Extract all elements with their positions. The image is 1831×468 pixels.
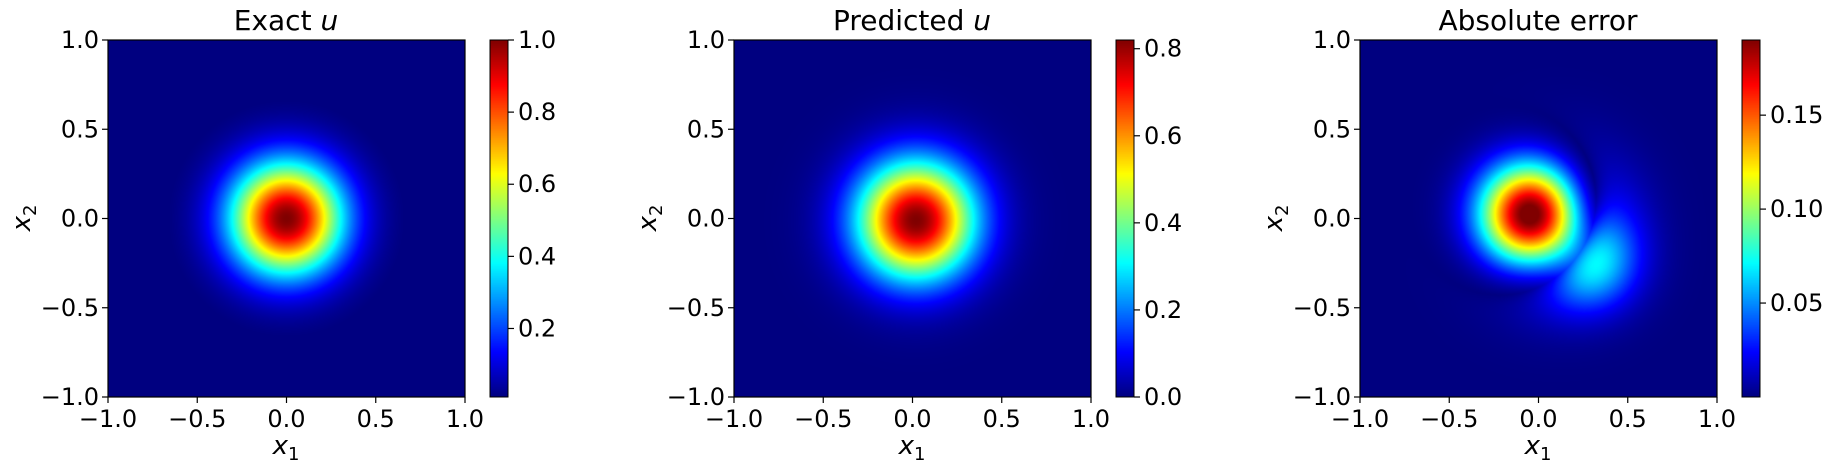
panel-predicted: Predicted u −1.0 −0.5 0.0 0.5 1.0 −1.0 −0.5 0.… <box>633 4 1182 465</box>
colorbar-tick-label: 0.6 <box>518 170 556 198</box>
colorbar-tick-label: 0.6 <box>1144 122 1182 150</box>
x-tick-label: 0.5 <box>357 405 395 433</box>
y-tick-label: 1.0 <box>687 26 725 54</box>
y-tick-label: 1.0 <box>1313 26 1351 54</box>
panel-absolute-error: Absolute error −1.0 −0.5 0.0 0.5 1.0 −1.0 −0.… <box>1259 4 1823 465</box>
y-tick-label: 0.5 <box>687 115 725 143</box>
panel-exact: Exact u −1.0 −0.5 0.0 0.5 1.0 −1.0 −0.5 0.0 0.5… <box>7 4 556 465</box>
colorbar-frame <box>1115 39 1135 398</box>
y-axis-ticks: −1.0 −0.5 0.0 0.5 1.0 <box>667 26 734 411</box>
y-axis-label: x2 <box>7 205 41 233</box>
x-axis-label: x1 <box>1524 431 1552 465</box>
x-tick-label: 0.0 <box>893 405 931 433</box>
heatmap <box>1360 40 1717 397</box>
x-tick-label: 0.5 <box>1609 405 1647 433</box>
x-axis-ticks: −1.0 −0.5 0.0 0.5 1.0 <box>1331 397 1736 433</box>
x-axis-ticks: −1.0 −0.5 0.0 0.5 1.0 <box>79 397 484 433</box>
colorbar-tick-label: 1.0 <box>518 26 556 54</box>
colorbar-tick-label: 0.8 <box>1144 35 1182 63</box>
y-axis-ticks: −1.0 −0.5 0.0 0.5 1.0 <box>41 26 108 411</box>
y-tick-label: 0.0 <box>1313 205 1351 233</box>
colorbar <box>1116 40 1134 397</box>
colorbar <box>1742 40 1760 397</box>
colorbar-tick-label: 0.4 <box>1144 209 1182 237</box>
x-tick-label: 0.0 <box>1519 405 1557 433</box>
colorbar-tick-label: 0.0 <box>1144 383 1182 411</box>
panel-title: Exact u <box>234 4 338 37</box>
x-tick-label: −0.5 <box>794 405 852 433</box>
x-tick-label: −0.5 <box>168 405 226 433</box>
colorbar-ticks: 0.05 0.10 0.15 <box>1760 101 1823 317</box>
colorbar-tick-label: 0.4 <box>518 242 556 270</box>
x-tick-label: 0.0 <box>267 405 305 433</box>
y-tick-label: −0.5 <box>1293 294 1351 322</box>
y-tick-label: 0.5 <box>1313 115 1351 143</box>
y-axis-label: x2 <box>633 205 667 233</box>
x-tick-label: −1.0 <box>1331 405 1389 433</box>
colorbar-tick-label: 0.2 <box>1144 296 1182 324</box>
colorbar-ticks: 0.0 0.2 0.4 0.6 0.8 <box>1134 35 1182 411</box>
y-tick-label: −0.5 <box>667 294 725 322</box>
x-tick-label: −1.0 <box>705 405 763 433</box>
colorbar-tick-label: 0.05 <box>1770 289 1823 317</box>
x-tick-label: 1.0 <box>1072 405 1110 433</box>
y-tick-label: −0.5 <box>41 294 99 322</box>
colorbar-tick-label: 0.2 <box>518 314 556 342</box>
colorbar <box>490 40 508 397</box>
x-axis-label: x1 <box>272 431 300 465</box>
panel-title: Predicted u <box>833 4 991 37</box>
heatmap <box>108 40 465 397</box>
x-tick-label: 1.0 <box>446 405 484 433</box>
x-axis-ticks: −1.0 −0.5 0.0 0.5 1.0 <box>705 397 1110 433</box>
y-axis-label: x2 <box>1259 205 1293 233</box>
colorbar-tick-label: 0.10 <box>1770 195 1823 223</box>
y-tick-label: 0.5 <box>61 115 99 143</box>
x-tick-label: −0.5 <box>1420 405 1478 433</box>
y-tick-label: 0.0 <box>61 205 99 233</box>
y-tick-label: −1.0 <box>1293 383 1351 411</box>
colorbar-tick-label: 0.8 <box>518 98 556 126</box>
y-tick-label: −1.0 <box>667 383 725 411</box>
colorbar-frame <box>489 39 509 398</box>
x-axis-label: x1 <box>898 431 926 465</box>
heatmap <box>734 40 1091 397</box>
colorbar-tick-label: 0.15 <box>1770 101 1823 129</box>
x-tick-label: −1.0 <box>79 405 137 433</box>
colorbar-ticks: 0.2 0.4 0.6 0.8 1.0 <box>508 26 556 342</box>
colorbar-frame <box>1741 39 1761 398</box>
y-tick-label: −1.0 <box>41 383 99 411</box>
y-axis-ticks: −1.0 −0.5 0.0 0.5 1.0 <box>1293 26 1360 411</box>
y-tick-label: 0.0 <box>687 205 725 233</box>
y-tick-label: 1.0 <box>61 26 99 54</box>
x-tick-label: 1.0 <box>1698 405 1736 433</box>
x-tick-label: 0.5 <box>983 405 1021 433</box>
panel-title: Absolute error <box>1438 4 1638 37</box>
